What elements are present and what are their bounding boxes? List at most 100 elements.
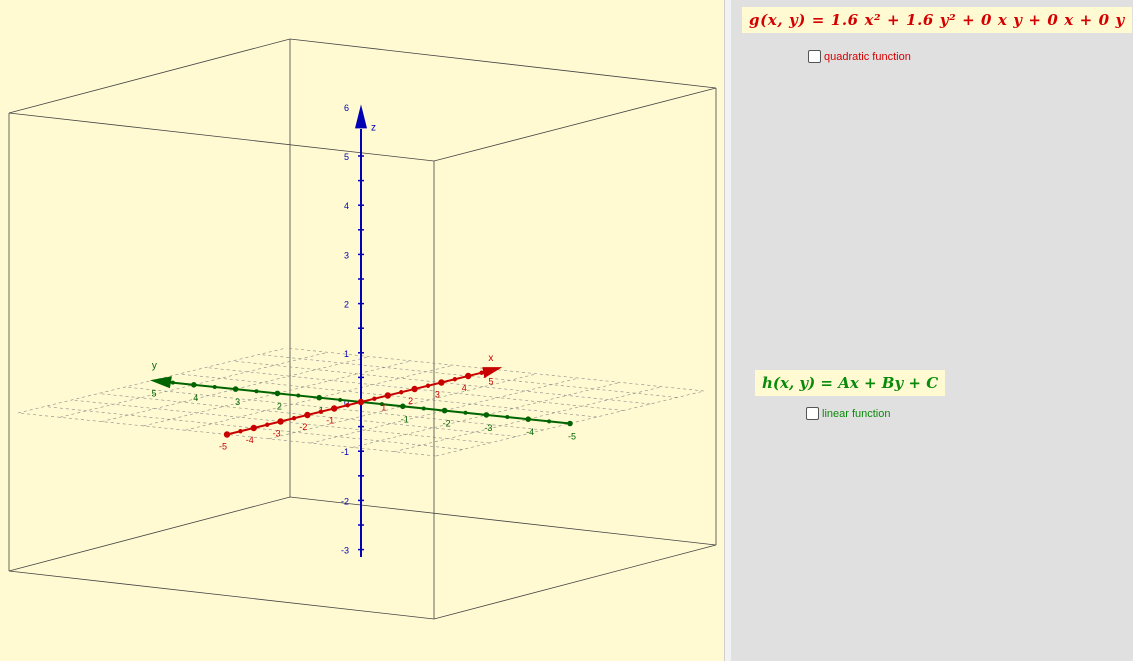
- linear-function-checkbox[interactable]: linear function: [806, 407, 891, 420]
- z-tick-label: -2: [341, 496, 349, 506]
- bounding-box: [8, 38, 717, 620]
- quadratic-function-label: quadratic function: [824, 50, 911, 63]
- x-tick: [223, 431, 231, 438]
- x-tick-label: 1: [381, 403, 386, 413]
- view-divider[interactable]: [725, 0, 731, 661]
- grid-line: [352, 382, 621, 448]
- x-tick-label: -4: [246, 435, 254, 445]
- z-tick-label: 4: [344, 201, 349, 211]
- box-bottom-face: [8, 496, 717, 620]
- y-tick: [525, 416, 531, 423]
- box-top-face: [8, 38, 717, 162]
- x-tick: [238, 429, 243, 434]
- checkbox-box[interactable]: [808, 50, 821, 63]
- x-tick-label: -1: [326, 416, 334, 426]
- y-tick: [421, 406, 426, 411]
- x-tick: [425, 383, 431, 388]
- y-axis-label: y: [152, 360, 157, 371]
- grid-line: [143, 360, 412, 427]
- y-tick: [338, 397, 343, 402]
- z-tick-label: -3: [341, 546, 349, 556]
- x-tick: [345, 403, 350, 408]
- grid-line: [17, 347, 287, 414]
- x-tick-label: 2: [408, 396, 413, 406]
- y-tick: [170, 380, 175, 385]
- y-tick: [191, 382, 197, 388]
- y-tick-label: -5: [568, 432, 576, 442]
- side-panel: g(x, y) = 1.6 x² + 1.6 y² + 0 x y + 0 x …: [731, 0, 1133, 661]
- x-tick: [357, 398, 365, 406]
- y-tick: [547, 419, 552, 424]
- z-tick-label: 2: [344, 300, 349, 310]
- y-axis-line: [168, 381, 571, 425]
- x-tick: [265, 422, 270, 427]
- x-tick-label: -5: [219, 442, 227, 452]
- z-tick-label: 3: [344, 250, 349, 260]
- x-axis-arrow: [482, 367, 503, 379]
- y-tick: [212, 384, 217, 389]
- scene-3d[interactable]: 6 5 4 3 2 1 0 -1 -2 -3 z 5 4 3 2 1 -1 -2 -3 -4 -5 y -5 -4 -3 -2 -1…: [0, 0, 724, 661]
- y-tick: [274, 390, 281, 397]
- x-tick: [399, 390, 404, 395]
- x-tick: [291, 416, 297, 421]
- quadratic-formula[interactable]: g(x, y) = 1.6 x² + 1.6 y² + 0 x y + 0 x …: [742, 7, 1132, 33]
- x-tick: [465, 372, 472, 380]
- y-tick: [400, 403, 406, 410]
- y-axis-arrow: [149, 376, 172, 389]
- y-tick-label: 3: [235, 397, 240, 407]
- y-tick: [296, 393, 301, 398]
- grid-line: [101, 356, 370, 422]
- x-tick: [318, 409, 323, 414]
- quadratic-function-checkbox[interactable]: quadratic function: [808, 50, 911, 63]
- x-tick-label: 4: [462, 383, 467, 393]
- grid-line: [394, 386, 663, 452]
- x-tick: [479, 370, 484, 375]
- z-tick-label: -1: [341, 447, 349, 457]
- z-tick-label: 5: [344, 152, 349, 162]
- grid-line: [59, 352, 328, 418]
- grid-line: [435, 390, 705, 457]
- y-tick-label: -4: [526, 427, 534, 437]
- y-tick-label: -3: [484, 423, 492, 433]
- x-tick-label: -3: [273, 429, 281, 439]
- y-tick-label: -1: [401, 414, 409, 424]
- x-tick: [277, 418, 284, 425]
- y-tick: [232, 386, 239, 392]
- checkbox-box[interactable]: [806, 407, 819, 420]
- x-tick: [304, 411, 311, 419]
- x-tick: [438, 379, 445, 386]
- x-tick-label: 5: [488, 377, 493, 387]
- graphics-3d-view[interactable]: 6 5 4 3 2 1 0 -1 -2 -3 z 5 4 3 2 1 -1 -2 -3 -4 -5 y -5 -4 -3 -2 -1…: [0, 0, 725, 661]
- axes-group: 6 5 4 3 2 1 0 -1 -2 -3 z 5 4 3 2 1 -1 -2 -3 -4 -5 y -5 -4 -3 -2 -1…: [149, 103, 576, 557]
- y-tick: [379, 402, 384, 407]
- y-tick: [316, 394, 323, 401]
- z-tick-label: 0: [344, 398, 349, 408]
- y-tick: [254, 389, 259, 394]
- y-tick-label: -2: [443, 419, 451, 429]
- x-axis-label: x: [488, 353, 493, 364]
- z-axis-arrow: [355, 104, 367, 129]
- z-axis-label: z: [371, 122, 376, 133]
- x-tick-label: -2: [299, 422, 307, 432]
- x-tick: [411, 385, 418, 393]
- x-tick: [452, 377, 457, 382]
- x-tick: [331, 405, 338, 412]
- linear-function-label: linear function: [822, 407, 891, 420]
- z-tick-label: 1: [344, 349, 349, 359]
- y-tick-label: 4: [193, 393, 198, 403]
- x-tick: [250, 424, 257, 432]
- y-tick: [483, 412, 490, 418]
- x-tick: [372, 396, 377, 401]
- x-tick-label: 3: [435, 390, 440, 400]
- y-tick: [441, 407, 448, 414]
- grid-line: [185, 364, 454, 431]
- y-tick: [567, 420, 573, 427]
- grid-line: [310, 377, 579, 444]
- linear-formula[interactable]: h(x, y) = Ax + By + C: [755, 370, 946, 396]
- grid-line: [268, 373, 537, 440]
- y-tick: [463, 410, 468, 415]
- x-tick: [384, 392, 391, 399]
- y-tick-label: 2: [277, 401, 282, 411]
- y-tick-label: 5: [151, 389, 156, 399]
